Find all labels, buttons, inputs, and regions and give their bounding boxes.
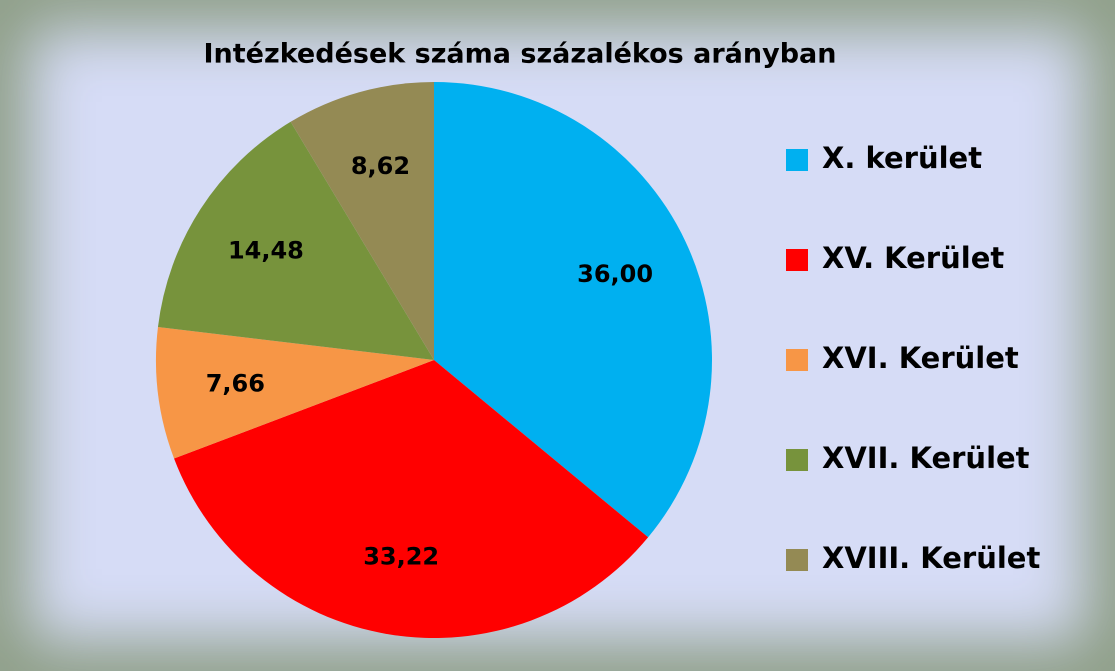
legend-label: XVII. Kerület [822,441,1030,475]
legend-swatch [786,549,808,571]
pie-slice [434,82,713,538]
data-label: 33,22 [363,542,439,570]
data-label: 7,66 [206,369,265,397]
legend-swatch [786,249,808,271]
pie-slice [156,326,434,459]
legend-label: XVIII. Kerület [822,541,1040,575]
legend-label: X. kerület [822,141,982,175]
data-label: 8,62 [351,152,410,180]
legend-swatch [786,149,808,171]
legend-label: XVI. Kerület [822,341,1019,375]
legend-swatch [786,449,808,471]
legend-swatch [786,349,808,371]
pie-slice [290,82,434,360]
chart-title: Intézkedések száma százalékos arányban [204,39,837,70]
pie-slice [157,121,434,360]
data-label: 14,48 [228,236,304,264]
data-label: 36,00 [577,260,653,288]
legend-label: XV. Kerület [822,241,1004,275]
pie-slice [174,360,649,638]
